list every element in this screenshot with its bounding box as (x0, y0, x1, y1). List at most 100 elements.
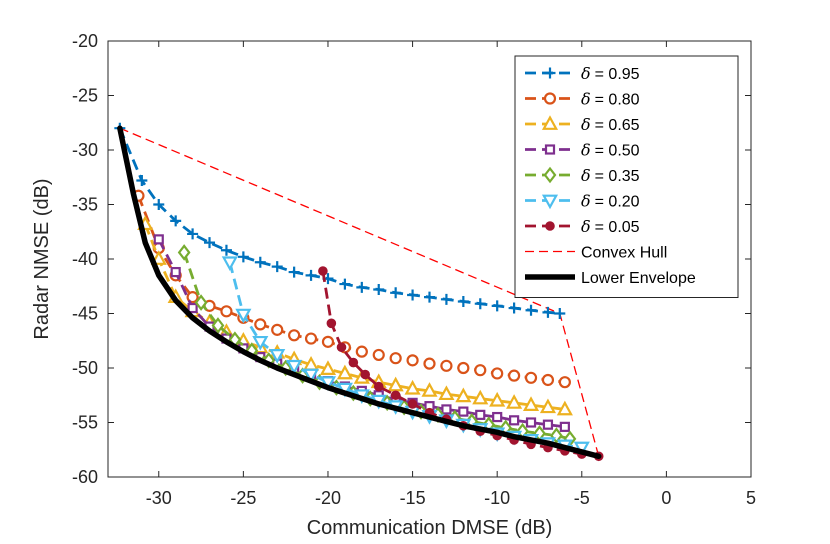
data-point (522, 396, 540, 411)
data-point (492, 411, 503, 423)
data-point (304, 332, 318, 345)
data-point (339, 278, 351, 290)
legend-delta-symbol: δ (581, 217, 591, 236)
legend-entry: δ = 0.50 (525, 141, 640, 160)
data-point (211, 317, 225, 334)
data-point (474, 364, 487, 377)
data-point (252, 335, 269, 351)
legend-marker (543, 166, 557, 184)
y-tick-label: -30 (72, 140, 98, 160)
data-point (455, 387, 472, 403)
data-point (373, 284, 385, 296)
data-point (220, 244, 232, 256)
data-point (336, 364, 353, 380)
data-point (406, 354, 419, 367)
legend-label: δ = 0.50 (581, 141, 640, 160)
x-tick-label: -10 (484, 488, 510, 508)
y-tick-label: -60 (72, 467, 98, 487)
data-point (558, 376, 571, 389)
data-point (194, 294, 208, 311)
data-point (348, 357, 359, 368)
y-tick-label: -55 (72, 413, 98, 433)
data-point (271, 323, 284, 336)
data-point (508, 302, 520, 314)
legend-marker (544, 67, 556, 79)
legend-marker (541, 194, 559, 210)
ticks: -30 -25 -20 -15 -10 -5 0 5-20-25-30-35-40-45-50… (72, 31, 756, 508)
data-point (221, 256, 238, 272)
legend-entry-convex-hull: Convex Hull (525, 245, 667, 262)
y-tick-label: -20 (72, 31, 98, 51)
x-tick-label: 5 (746, 488, 756, 508)
legend-label: δ = 0.80 (581, 90, 640, 109)
legend-marker (545, 221, 555, 231)
legend-marker (544, 144, 556, 155)
series-1 (132, 189, 571, 389)
data-point (237, 251, 249, 263)
data-point (326, 318, 337, 329)
legend-delta-value: = 0.80 (595, 92, 640, 109)
y-axis-label: Radar NMSE (dB) (31, 178, 53, 339)
legend-delta-value: = 0.50 (595, 143, 640, 160)
data-point (438, 385, 455, 401)
data-point (153, 199, 165, 210)
x-tick-label: 0 (661, 488, 671, 508)
legend-delta-symbol: δ (581, 192, 591, 211)
data-point (235, 308, 252, 324)
legend-entry: δ = 0.20 (525, 192, 640, 211)
legend-delta-symbol: δ (581, 115, 591, 134)
data-point (541, 373, 555, 387)
legend-entry-lower-envelope: Lower Envelope (525, 270, 696, 287)
data-point (355, 345, 368, 358)
x-tick-label: -5 (574, 488, 590, 508)
data-point (390, 287, 402, 299)
data-point (319, 376, 337, 391)
data-point (423, 357, 436, 370)
data-point (153, 234, 164, 245)
legend-delta-symbol: δ (581, 166, 591, 185)
data-point (489, 391, 506, 407)
y-tick-label: -40 (72, 249, 98, 269)
data-point (525, 304, 537, 316)
data-point (404, 379, 421, 395)
data-point (269, 349, 286, 364)
data-point (458, 406, 469, 417)
data-point (475, 409, 486, 420)
legend-label: Lower Envelope (581, 270, 696, 287)
data-point (254, 318, 267, 331)
legend-delta-value: = 0.05 (595, 219, 640, 236)
data-point (305, 269, 317, 281)
legend-entry: δ = 0.05 (525, 217, 640, 236)
y-tick-label: -25 (72, 86, 98, 106)
plot-area (114, 122, 604, 462)
data-point (407, 289, 419, 301)
legend-delta-symbol: δ (581, 64, 591, 83)
data-point (271, 261, 283, 273)
data-point (508, 369, 521, 382)
x-tick-label: -25 (230, 488, 256, 508)
x-tick-label: -15 (400, 488, 426, 508)
x-tick-label: -30 (146, 488, 172, 508)
data-point (288, 266, 300, 278)
data-point (457, 361, 470, 375)
data-point (424, 291, 435, 303)
legend-label: δ = 0.05 (581, 217, 640, 236)
data-point (542, 419, 554, 430)
data-point (559, 421, 570, 432)
data-point (170, 215, 182, 227)
data-point (390, 390, 401, 401)
legend-entry: δ = 0.80 (525, 90, 640, 109)
data-point (524, 371, 538, 384)
data-point (336, 342, 347, 353)
data-point (474, 298, 486, 310)
legend-label: δ = 0.35 (581, 166, 640, 185)
legend-label: δ = 0.95 (581, 64, 640, 83)
legend-delta-value: = 0.20 (595, 194, 640, 211)
data-point (204, 237, 216, 249)
x-tick-label: -20 (315, 488, 341, 508)
legend-delta-symbol: δ (581, 141, 591, 160)
data-point (170, 266, 181, 278)
data-point (387, 376, 404, 392)
legend-delta-value: = 0.35 (595, 168, 640, 185)
